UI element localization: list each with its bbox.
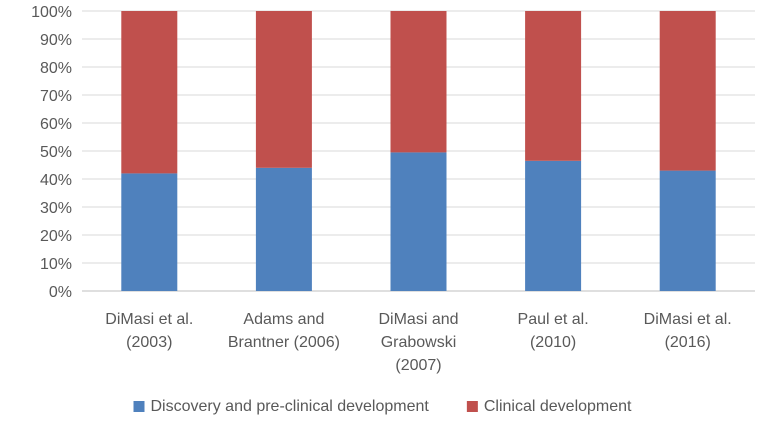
bar-discovery xyxy=(659,170,716,291)
y-tick-label: 10% xyxy=(40,256,72,273)
x-tick-label: DiMasi et al. (2003) xyxy=(105,311,193,351)
bar-clinical xyxy=(121,11,178,174)
y-tick-label: 70% xyxy=(40,88,72,105)
y-tick-label: 60% xyxy=(40,116,72,133)
bar-discovery xyxy=(121,173,178,291)
x-tick-label: DiMasi and Grabowski (2007) xyxy=(378,311,458,374)
y-tick-label: 80% xyxy=(40,60,72,77)
bar-discovery xyxy=(390,152,447,291)
legend-label: Discovery and pre-clinical development xyxy=(151,398,430,415)
y-tick-label: 40% xyxy=(40,172,72,189)
legend-label: Clinical development xyxy=(484,398,632,415)
bar-clinical xyxy=(659,11,716,171)
x-tick-label: Paul et al. (2010) xyxy=(518,311,589,351)
y-tick-label: 100% xyxy=(31,4,72,21)
bar-clinical xyxy=(390,11,447,153)
bar-discovery xyxy=(525,160,582,291)
legend-swatch xyxy=(133,401,145,412)
legend: Discovery and pre-clinical development Cl… xyxy=(133,398,632,415)
bar-clinical xyxy=(525,11,582,161)
y-axis: 0% 10% 20% 30% 40% 50% 60% 70% 80% 90% 100% xyxy=(31,4,72,301)
bar-clinical xyxy=(255,11,312,168)
y-tick-label: 0% xyxy=(49,284,72,301)
y-tick-label: 20% xyxy=(40,228,72,245)
bars xyxy=(121,11,716,291)
bar-discovery xyxy=(255,167,312,291)
y-tick-label: 90% xyxy=(40,32,72,49)
y-tick-label: 50% xyxy=(40,144,72,161)
x-axis: DiMasi et al. (2003) Adams and Brantner (20… xyxy=(105,311,731,374)
x-tick-label: Adams and Brantner (2006) xyxy=(228,311,340,351)
y-tick-label: 30% xyxy=(40,200,72,217)
legend-swatch xyxy=(466,401,478,412)
x-tick-label: DiMasi et al. (2016) xyxy=(644,311,732,351)
